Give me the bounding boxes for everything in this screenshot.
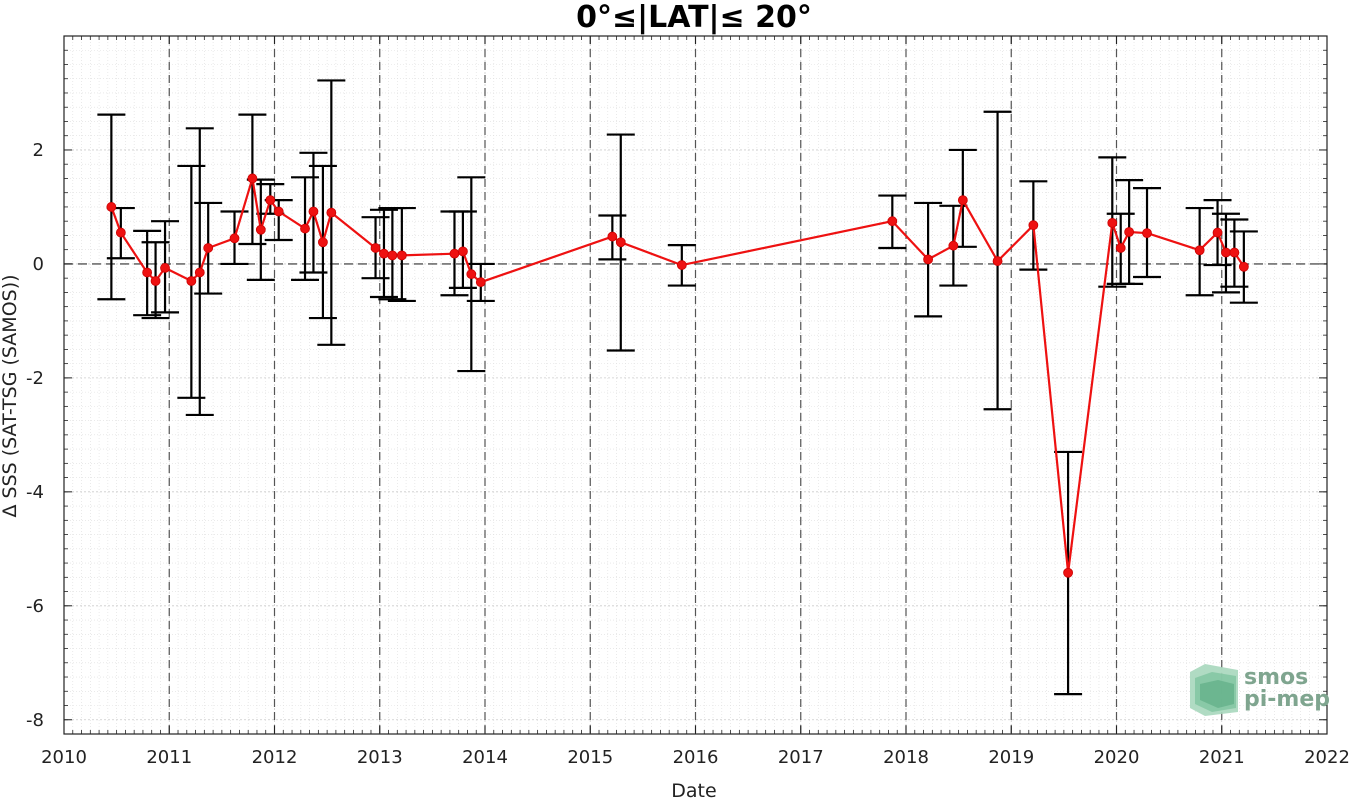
- data-point: [106, 202, 117, 212]
- x-tick-label: 2022: [1304, 747, 1350, 768]
- data-point: [387, 250, 398, 261]
- y-tick-labels: -8 -6 -4 -2 0 2: [26, 140, 44, 731]
- data-point: [676, 260, 687, 270]
- data-point: [229, 233, 240, 244]
- x-tick-label: 2018: [883, 747, 929, 768]
- logo-text-pimep: pi-mep: [1244, 687, 1330, 712]
- data-point: [1063, 567, 1073, 578]
- smos-pimep-logo: smos pi-mep: [1190, 664, 1330, 716]
- x-tick-label: 2014: [462, 747, 508, 768]
- data-point: [186, 276, 197, 286]
- x-tick-label: 2012: [252, 747, 298, 768]
- data-point: [1238, 261, 1249, 272]
- logo-emblem-icon: [1190, 664, 1238, 716]
- data-point: [273, 206, 284, 217]
- data-point: [379, 248, 389, 259]
- data-point: [957, 195, 968, 206]
- x-tick-label: 2011: [146, 747, 192, 768]
- x-tick-label: 2015: [567, 747, 613, 768]
- data-point: [1229, 247, 1240, 258]
- data-point: [615, 237, 626, 248]
- data-point: [247, 173, 258, 184]
- data-point: [1124, 227, 1135, 237]
- data-point: [1028, 220, 1039, 231]
- data-point: [992, 256, 1003, 266]
- data-point: [115, 227, 126, 238]
- data-point: [308, 206, 319, 217]
- x-tick-label: 2013: [357, 747, 403, 768]
- data-point: [255, 224, 266, 235]
- y-tick-label: -4: [26, 482, 44, 503]
- y-tick-label: -8: [26, 710, 44, 731]
- data-point: [923, 254, 934, 265]
- data-point: [194, 267, 205, 278]
- x-tick-label: 2010: [41, 747, 87, 768]
- data-point: [1221, 247, 1231, 258]
- data-point: [466, 269, 477, 280]
- data-point: [948, 240, 959, 251]
- data-point: [370, 243, 381, 253]
- data-point: [326, 207, 337, 218]
- data-point: [300, 223, 310, 234]
- data-point: [1194, 245, 1205, 256]
- data-point: [142, 267, 153, 278]
- x-tick-label: 2020: [1094, 747, 1140, 768]
- y-tick-label: 2: [33, 140, 44, 161]
- y-axis-label: Δ SSS (SAT-TSG (SAMOS)): [0, 274, 21, 517]
- y-tick-label: -6: [26, 596, 44, 617]
- logo-text-smos: smos: [1244, 665, 1308, 690]
- data-point: [160, 263, 170, 273]
- y-tick-label: 0: [33, 254, 44, 275]
- data-point: [318, 237, 328, 248]
- data-point: [457, 246, 468, 257]
- data-point: [887, 216, 898, 227]
- data-point: [396, 250, 407, 261]
- data-point: [150, 276, 161, 286]
- data-point: [1107, 217, 1118, 228]
- data-markers: [106, 173, 1249, 578]
- x-tick-label: 2017: [778, 747, 824, 768]
- data-point: [1142, 228, 1152, 239]
- data-point: [475, 277, 486, 288]
- data-point: [449, 248, 460, 259]
- x-tick-label: 2016: [673, 747, 719, 768]
- x-axis-label: Date: [671, 780, 716, 799]
- y-tick-label: -2: [26, 368, 44, 389]
- data-point: [265, 195, 276, 206]
- data-point: [1212, 227, 1223, 238]
- data-point: [203, 243, 214, 253]
- data-point: [607, 231, 618, 242]
- axis-ticks: [63, 35, 1328, 735]
- data-point: [1115, 243, 1126, 253]
- x-tick-labels: 2010 2011 2012 2013 2014 2015 2016 2017 2018 2019…: [41, 747, 1350, 768]
- x-tick-label: 2019: [988, 747, 1034, 768]
- x-tick-label: 2021: [1199, 747, 1245, 768]
- chart-title: 0°≤|LAT|≤ 20°: [576, 0, 812, 35]
